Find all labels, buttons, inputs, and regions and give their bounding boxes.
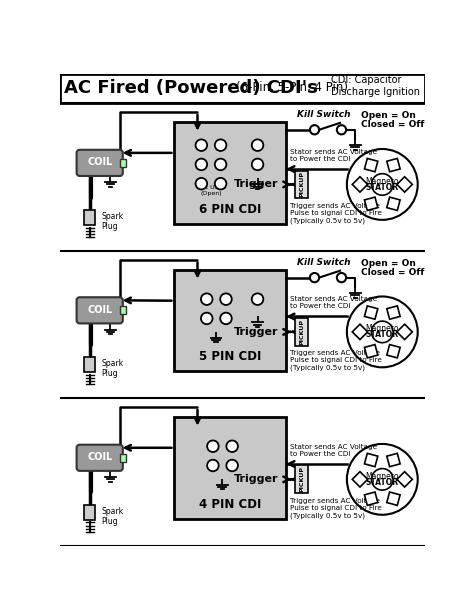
- Circle shape: [220, 313, 232, 324]
- Text: PICKUP: PICKUP: [299, 172, 304, 197]
- FancyBboxPatch shape: [77, 150, 123, 176]
- Bar: [120, 454, 126, 462]
- Circle shape: [347, 297, 418, 367]
- Text: Trigger: Trigger: [234, 180, 278, 189]
- Text: 4 PIN CDI: 4 PIN CDI: [199, 498, 261, 511]
- Circle shape: [252, 139, 264, 151]
- Text: Closed = Off: Closed = Off: [361, 120, 424, 129]
- Text: PICKUP: PICKUP: [299, 466, 304, 492]
- Text: Trigger sends AC Voltage
Pulse to signal CDI to Fire
(Typically 0.5v to 5v): Trigger sends AC Voltage Pulse to signal…: [290, 350, 382, 371]
- Circle shape: [196, 159, 207, 170]
- Bar: [120, 159, 126, 167]
- Circle shape: [201, 313, 212, 324]
- Text: 6 PIN CDI: 6 PIN CDI: [199, 204, 261, 216]
- Polygon shape: [365, 454, 378, 466]
- Circle shape: [215, 159, 227, 170]
- Polygon shape: [387, 345, 400, 358]
- Text: Not Used
(Open): Not Used (Open): [197, 185, 226, 196]
- Polygon shape: [365, 306, 378, 319]
- Polygon shape: [387, 306, 400, 319]
- Text: CDI: Capacitor
Discharge Ignition: CDI: Capacitor Discharge Ignition: [331, 75, 420, 97]
- Circle shape: [372, 321, 393, 343]
- Text: COIL: COIL: [87, 452, 112, 462]
- Polygon shape: [365, 197, 378, 210]
- Circle shape: [215, 139, 227, 151]
- Polygon shape: [397, 324, 412, 340]
- Circle shape: [310, 125, 319, 134]
- Text: (6-Pin, 5-Pin, 4 Pin): (6-Pin, 5-Pin, 4 Pin): [236, 81, 348, 94]
- Text: STATOR: STATOR: [366, 330, 399, 340]
- Text: Trigger sends AC Voltage
Pulse to signal CDI to Fire
(Typically 0.5v to 5v): Trigger sends AC Voltage Pulse to signal…: [290, 204, 382, 224]
- Text: Open = On: Open = On: [361, 112, 416, 120]
- Polygon shape: [387, 197, 400, 210]
- Text: Stator sends AC Voltage
to Power the CDI: Stator sends AC Voltage to Power the CDI: [290, 296, 377, 309]
- Circle shape: [196, 139, 207, 151]
- Text: Stator sends AC Voltage
to Power the CDI: Stator sends AC Voltage to Power the CDI: [290, 149, 377, 162]
- Text: Trigger: Trigger: [234, 327, 278, 337]
- Text: Kill Switch: Kill Switch: [297, 257, 351, 267]
- Circle shape: [347, 149, 418, 220]
- Bar: [295, 318, 308, 346]
- Polygon shape: [365, 158, 378, 172]
- Circle shape: [215, 178, 227, 189]
- Circle shape: [310, 273, 319, 282]
- Text: Open = On: Open = On: [361, 259, 416, 268]
- Bar: [84, 357, 95, 372]
- Polygon shape: [397, 177, 412, 192]
- Bar: [295, 170, 308, 198]
- Text: Magneto: Magneto: [365, 324, 399, 333]
- Bar: [174, 122, 286, 224]
- Text: Spark
Plug: Spark Plug: [101, 506, 123, 526]
- Text: COIL: COIL: [87, 305, 112, 314]
- Circle shape: [347, 444, 418, 515]
- Text: COIL: COIL: [87, 157, 112, 167]
- Text: Kill Switch: Kill Switch: [297, 110, 351, 119]
- Polygon shape: [387, 454, 400, 466]
- Polygon shape: [397, 471, 412, 487]
- Bar: [174, 270, 286, 371]
- Bar: [174, 417, 286, 519]
- Circle shape: [252, 294, 264, 305]
- Text: STATOR: STATOR: [366, 478, 399, 487]
- Polygon shape: [365, 492, 378, 505]
- Bar: [84, 210, 95, 225]
- Circle shape: [196, 178, 207, 189]
- Circle shape: [337, 273, 346, 282]
- Polygon shape: [387, 158, 400, 172]
- Text: STATOR: STATOR: [366, 183, 399, 192]
- Bar: [61, 74, 425, 103]
- Polygon shape: [352, 471, 368, 487]
- Text: Stator sends AC Voltage
to Power the CDI: Stator sends AC Voltage to Power the CDI: [290, 444, 377, 457]
- Text: AC Fired (Powered) CDI's: AC Fired (Powered) CDI's: [64, 79, 318, 97]
- Text: PICKUP: PICKUP: [299, 319, 304, 345]
- Polygon shape: [352, 324, 368, 340]
- Bar: [295, 465, 308, 493]
- Circle shape: [201, 294, 212, 305]
- Polygon shape: [352, 177, 368, 192]
- Circle shape: [337, 125, 346, 134]
- Text: Trigger: Trigger: [234, 474, 278, 484]
- Circle shape: [227, 441, 238, 452]
- Circle shape: [372, 173, 393, 195]
- Text: 5 PIN CDI: 5 PIN CDI: [199, 351, 261, 364]
- Circle shape: [220, 294, 232, 305]
- Circle shape: [372, 468, 393, 490]
- Text: Spark
Plug: Spark Plug: [101, 359, 123, 378]
- FancyBboxPatch shape: [77, 444, 123, 471]
- Circle shape: [252, 159, 264, 170]
- Text: Spark
Plug: Spark Plug: [101, 211, 123, 231]
- Text: Trigger sends AC Voltage
Pulse to signal CDI to Fire
(Typically 0.5v to 5v): Trigger sends AC Voltage Pulse to signal…: [290, 498, 382, 519]
- Bar: [84, 504, 95, 520]
- FancyBboxPatch shape: [77, 297, 123, 324]
- Text: Magneto: Magneto: [365, 177, 399, 186]
- Text: Magneto: Magneto: [365, 472, 399, 481]
- Polygon shape: [365, 345, 378, 358]
- Circle shape: [207, 460, 219, 471]
- Bar: [120, 306, 126, 314]
- Polygon shape: [387, 492, 400, 505]
- Circle shape: [207, 441, 219, 452]
- Circle shape: [227, 460, 238, 471]
- Text: Closed = Off: Closed = Off: [361, 268, 424, 276]
